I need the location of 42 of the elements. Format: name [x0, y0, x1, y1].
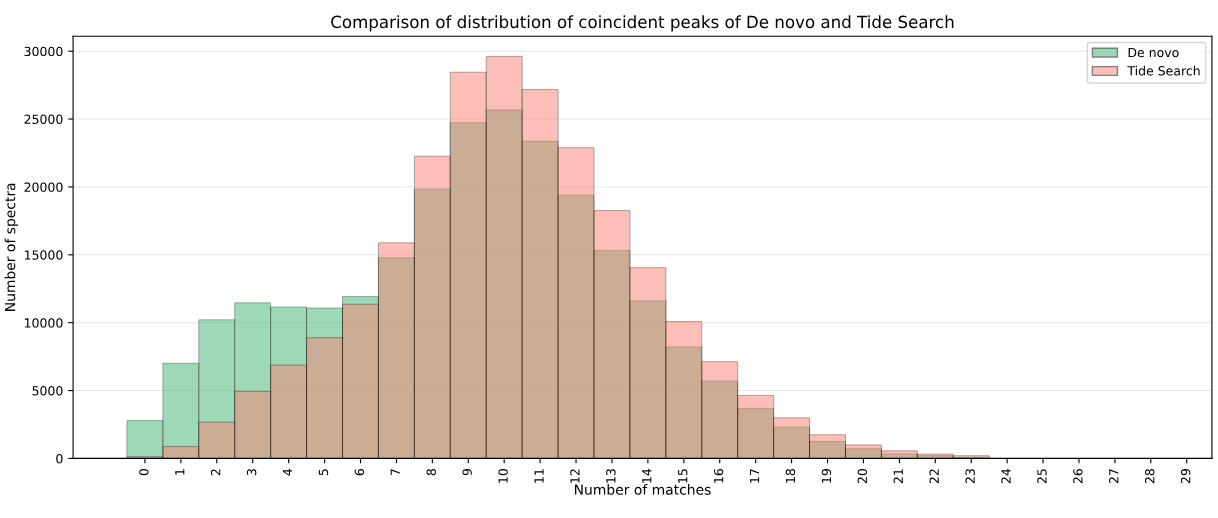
- y-tick-label: 20000: [24, 182, 63, 192]
- x-tick-label: 29: [1180, 469, 1191, 484]
- x-tick-label: 14: [642, 468, 652, 483]
- y-tick-label: 25000: [24, 114, 63, 124]
- x-axis-title: Number of matches: [575, 484, 711, 495]
- x-tick-label: 5: [318, 469, 329, 476]
- y-tick-label: 0: [56, 453, 63, 464]
- x-tick-label: 9: [462, 469, 472, 476]
- x-tick-label: 11: [534, 469, 544, 483]
- y-axis-title: Number of spectra: [4, 183, 19, 311]
- x-tick-label: 6: [354, 468, 365, 476]
- y-tick-label: 15000: [24, 250, 63, 260]
- x-tick-label: 1: [175, 469, 185, 475]
- x-tick-label: 2: [210, 469, 221, 476]
- x-tick-label: 19: [821, 469, 832, 483]
- x-tick-label: 23: [965, 469, 975, 484]
- x-tick-label: 22: [929, 469, 939, 484]
- legend-label: De novo: [1128, 47, 1179, 58]
- x-tick-label: 28: [1145, 469, 1155, 484]
- y-tick-label: 10000: [24, 318, 63, 328]
- x-tick-label: 8: [426, 469, 436, 476]
- x-tick-label: 26: [1073, 468, 1083, 484]
- x-tick-label: 21: [893, 469, 903, 484]
- x-tick-label: 15: [678, 469, 688, 483]
- x-tick-label: 27: [1109, 469, 1119, 484]
- x-tick-label: 13: [606, 469, 616, 483]
- x-tick-label: 20: [857, 468, 868, 484]
- x-tick-label: 0: [139, 468, 149, 476]
- x-tick-label: 18: [785, 469, 796, 483]
- x-tick-label: 12: [570, 469, 580, 483]
- x-tick-label: 16: [713, 468, 724, 483]
- chart-title: Comparison of distribution of coincident peaks of De novo and Tide Search: [331, 15, 954, 32]
- y-tick-label: 30000: [24, 46, 63, 57]
- x-tick-label: 17: [750, 469, 760, 483]
- x-tick-label: 25: [1037, 469, 1047, 484]
- x-tick-label: 7: [390, 469, 400, 476]
- x-tick-label: 3: [246, 469, 257, 476]
- x-tick-label: 24: [1001, 468, 1011, 484]
- y-tick-label: 5000: [32, 386, 63, 396]
- x-tick-label: 10: [498, 468, 508, 483]
- x-tick-label: 4: [282, 468, 293, 476]
- legend-label: Tide Search: [1127, 65, 1200, 76]
